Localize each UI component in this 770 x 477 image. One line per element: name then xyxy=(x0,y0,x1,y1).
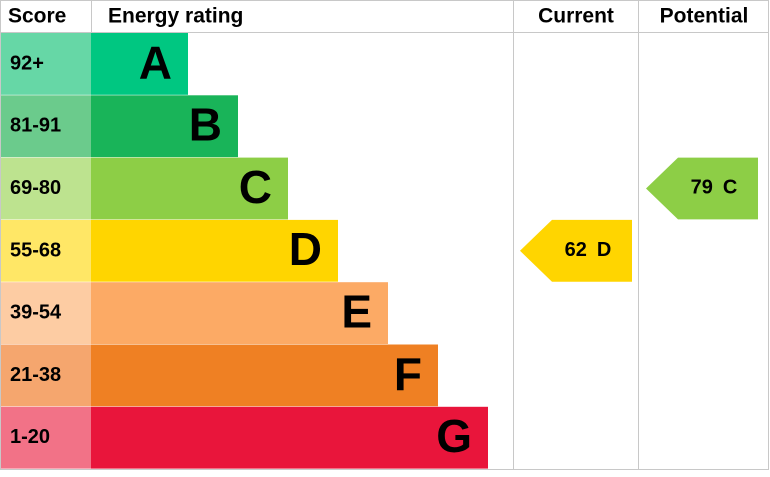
rating-letter: D xyxy=(289,223,322,275)
rating-letter: A xyxy=(139,36,172,88)
score-label: 81-91 xyxy=(10,115,61,137)
score-label: 1-20 xyxy=(10,426,50,448)
score-label: 69-80 xyxy=(10,177,61,199)
rating-letter: E xyxy=(341,286,372,338)
potential-arrow xyxy=(646,157,758,220)
header-rating: Energy rating xyxy=(108,5,243,28)
score-label: 92+ xyxy=(10,52,44,74)
current-value: 62 xyxy=(565,239,587,261)
rating-letter: B xyxy=(189,99,222,151)
potential-value: 79 xyxy=(691,177,713,199)
rating-bar xyxy=(91,95,238,158)
score-cell xyxy=(1,406,91,469)
rating-bar xyxy=(91,219,338,282)
current-arrow xyxy=(520,219,632,282)
header-potential: Potential xyxy=(660,5,749,28)
rating-letter: F xyxy=(394,348,422,400)
rating-bar xyxy=(91,406,488,469)
rating-bar xyxy=(91,33,188,95)
score-cell xyxy=(1,157,91,220)
score-cell xyxy=(1,33,91,95)
score-label: 55-68 xyxy=(10,239,61,261)
rating-letter: G xyxy=(436,410,472,462)
potential-label: 79 C xyxy=(691,177,738,199)
score-cell xyxy=(1,344,91,407)
header-score: Score xyxy=(8,5,66,28)
header-current: Current xyxy=(538,5,614,28)
score-label: 21-38 xyxy=(10,364,61,386)
current-rating: D xyxy=(597,239,611,261)
rating-letter: C xyxy=(239,161,272,213)
score-cell xyxy=(1,95,91,158)
current-label: 62 D xyxy=(565,239,612,261)
rating-bar xyxy=(91,282,388,344)
score-cell xyxy=(1,282,91,344)
rating-bar xyxy=(91,157,288,220)
score-label: 39-54 xyxy=(10,302,62,324)
score-cell xyxy=(1,219,91,282)
potential-rating: C xyxy=(723,177,737,199)
rating-bar xyxy=(91,344,438,407)
